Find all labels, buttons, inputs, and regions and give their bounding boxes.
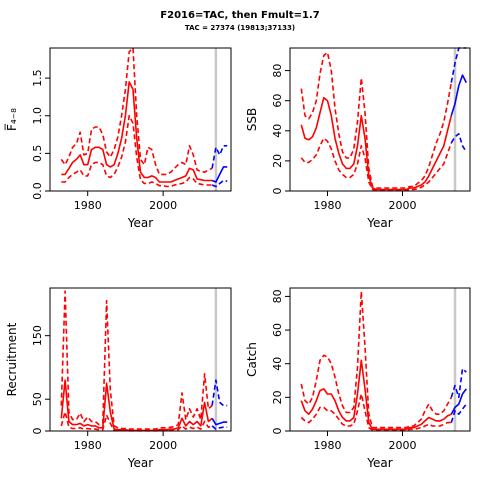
- panel-top-right-ytick-label: 80: [271, 64, 284, 78]
- panel-top-left-series-history-lower: [61, 114, 213, 188]
- panel-bottom-right-frame: [289, 287, 471, 432]
- panel-bottom-right-series-projection-upper: [450, 367, 467, 399]
- panel-top-right-xlabel: Year: [366, 216, 392, 230]
- panel-top-right-ylabel: SSB: [245, 108, 259, 131]
- figure-title: F2016=TAC, then Fmult=1.7: [160, 10, 320, 21]
- panel-top-left-series-history-median: [61, 81, 213, 183]
- panel-bottom-right-xlabel: Year: [366, 456, 392, 470]
- panel-bottom-left-series-projection-upper: [211, 379, 228, 407]
- panel-bottom-right-ytick-label: 0: [271, 428, 284, 435]
- panel-top-right-series-history-upper: [300, 51, 453, 189]
- panel-top-right-series-projection-lower: [450, 133, 467, 153]
- panel-top-right-series-history-lower: [300, 137, 453, 191]
- panel-bottom-right-series-history-lower: [300, 393, 452, 432]
- panel-top-left-ytick-label: 1.0: [31, 107, 44, 125]
- panel-bottom-left-frame: [49, 287, 232, 432]
- panel-bottom-left-ytick-label: 0: [31, 428, 44, 435]
- panel-top-right-xtick-label: 1980: [314, 199, 342, 212]
- panel-bottom-right-ytick-label: 60: [271, 323, 284, 337]
- panel-top-right-ytick-label: 20: [271, 154, 284, 168]
- panel-top-right-ytick-label: 60: [271, 94, 284, 108]
- panel-top-right-series-history-median: [300, 96, 453, 191]
- panel-top-left-ylabel: F̅₄₋₈: [4, 108, 19, 131]
- panel-bottom-right-xtick-label: 2000: [389, 439, 417, 452]
- panel-top-right-ytick-label: 0: [271, 188, 284, 195]
- panel-bottom-left-ytick-label: 150: [31, 325, 44, 346]
- panel-top-left-series-projection-upper: [211, 145, 228, 169]
- panel-bottom-right-series-history-upper: [300, 290, 452, 429]
- panel-bottom-right-series-projection-median: [450, 388, 467, 415]
- panel-top-left-frame: [49, 47, 232, 192]
- panel-bottom-left-series-projection-lower: [211, 425, 228, 430]
- panel-top-left-series-projection-median: [211, 166, 228, 183]
- panel-bottom-right-ytick-label: 40: [271, 357, 284, 371]
- panel-bottom-right-series-history-median: [300, 359, 452, 431]
- figure-subtitle: TAC = 27374 (19813;37133): [184, 24, 296, 32]
- panel-top-right-xtick-label: 2000: [389, 199, 417, 212]
- panel-top-right-series-projection-median: [450, 74, 468, 116]
- panel-top-left-ytick-label: 0.5: [31, 145, 44, 163]
- panel-bottom-right-xtick-label: 1980: [314, 439, 342, 452]
- panel-top-left-series-history-upper: [60, 47, 213, 176]
- panel-bottom-left-series-history-median: [60, 379, 213, 432]
- panel-bottom-left-ylabel: Recruitment: [5, 322, 19, 396]
- panel-bottom-left-xtick-label: 1980: [74, 439, 102, 452]
- panel-bottom-left-xlabel: Year: [127, 456, 153, 470]
- panel-bottom-right-ytick-label: 20: [271, 390, 284, 404]
- panel-top-right-ytick-label: 40: [271, 124, 284, 138]
- panel-bottom-left-ytick-label: 50: [31, 392, 44, 406]
- panel-bottom-left-series-history-upper: [60, 290, 213, 430]
- panel-top-left-series-projection-lower: [211, 179, 228, 188]
- panel-top-left-ytick-label: 0.0: [31, 182, 44, 200]
- panel-top-left-xtick-label: 1980: [74, 199, 102, 212]
- panel-top-left-ytick-label: 1.5: [31, 69, 44, 87]
- panel-bottom-right-ytick-label: 80: [271, 289, 284, 303]
- panel-top-left-xtick-label: 2000: [149, 199, 177, 212]
- panel-top-right-frame: [289, 47, 471, 192]
- panel-bottom-left-xtick-label: 2000: [149, 439, 177, 452]
- panel-bottom-right-series-projection-lower: [450, 403, 467, 423]
- panel-bottom-left-series-projection-median: [211, 417, 228, 426]
- panel-bottom-left-series-history-lower: [60, 411, 213, 432]
- panel-top-left-xlabel: Year: [127, 216, 153, 230]
- panel-bottom-right-ylabel: Catch: [245, 342, 259, 377]
